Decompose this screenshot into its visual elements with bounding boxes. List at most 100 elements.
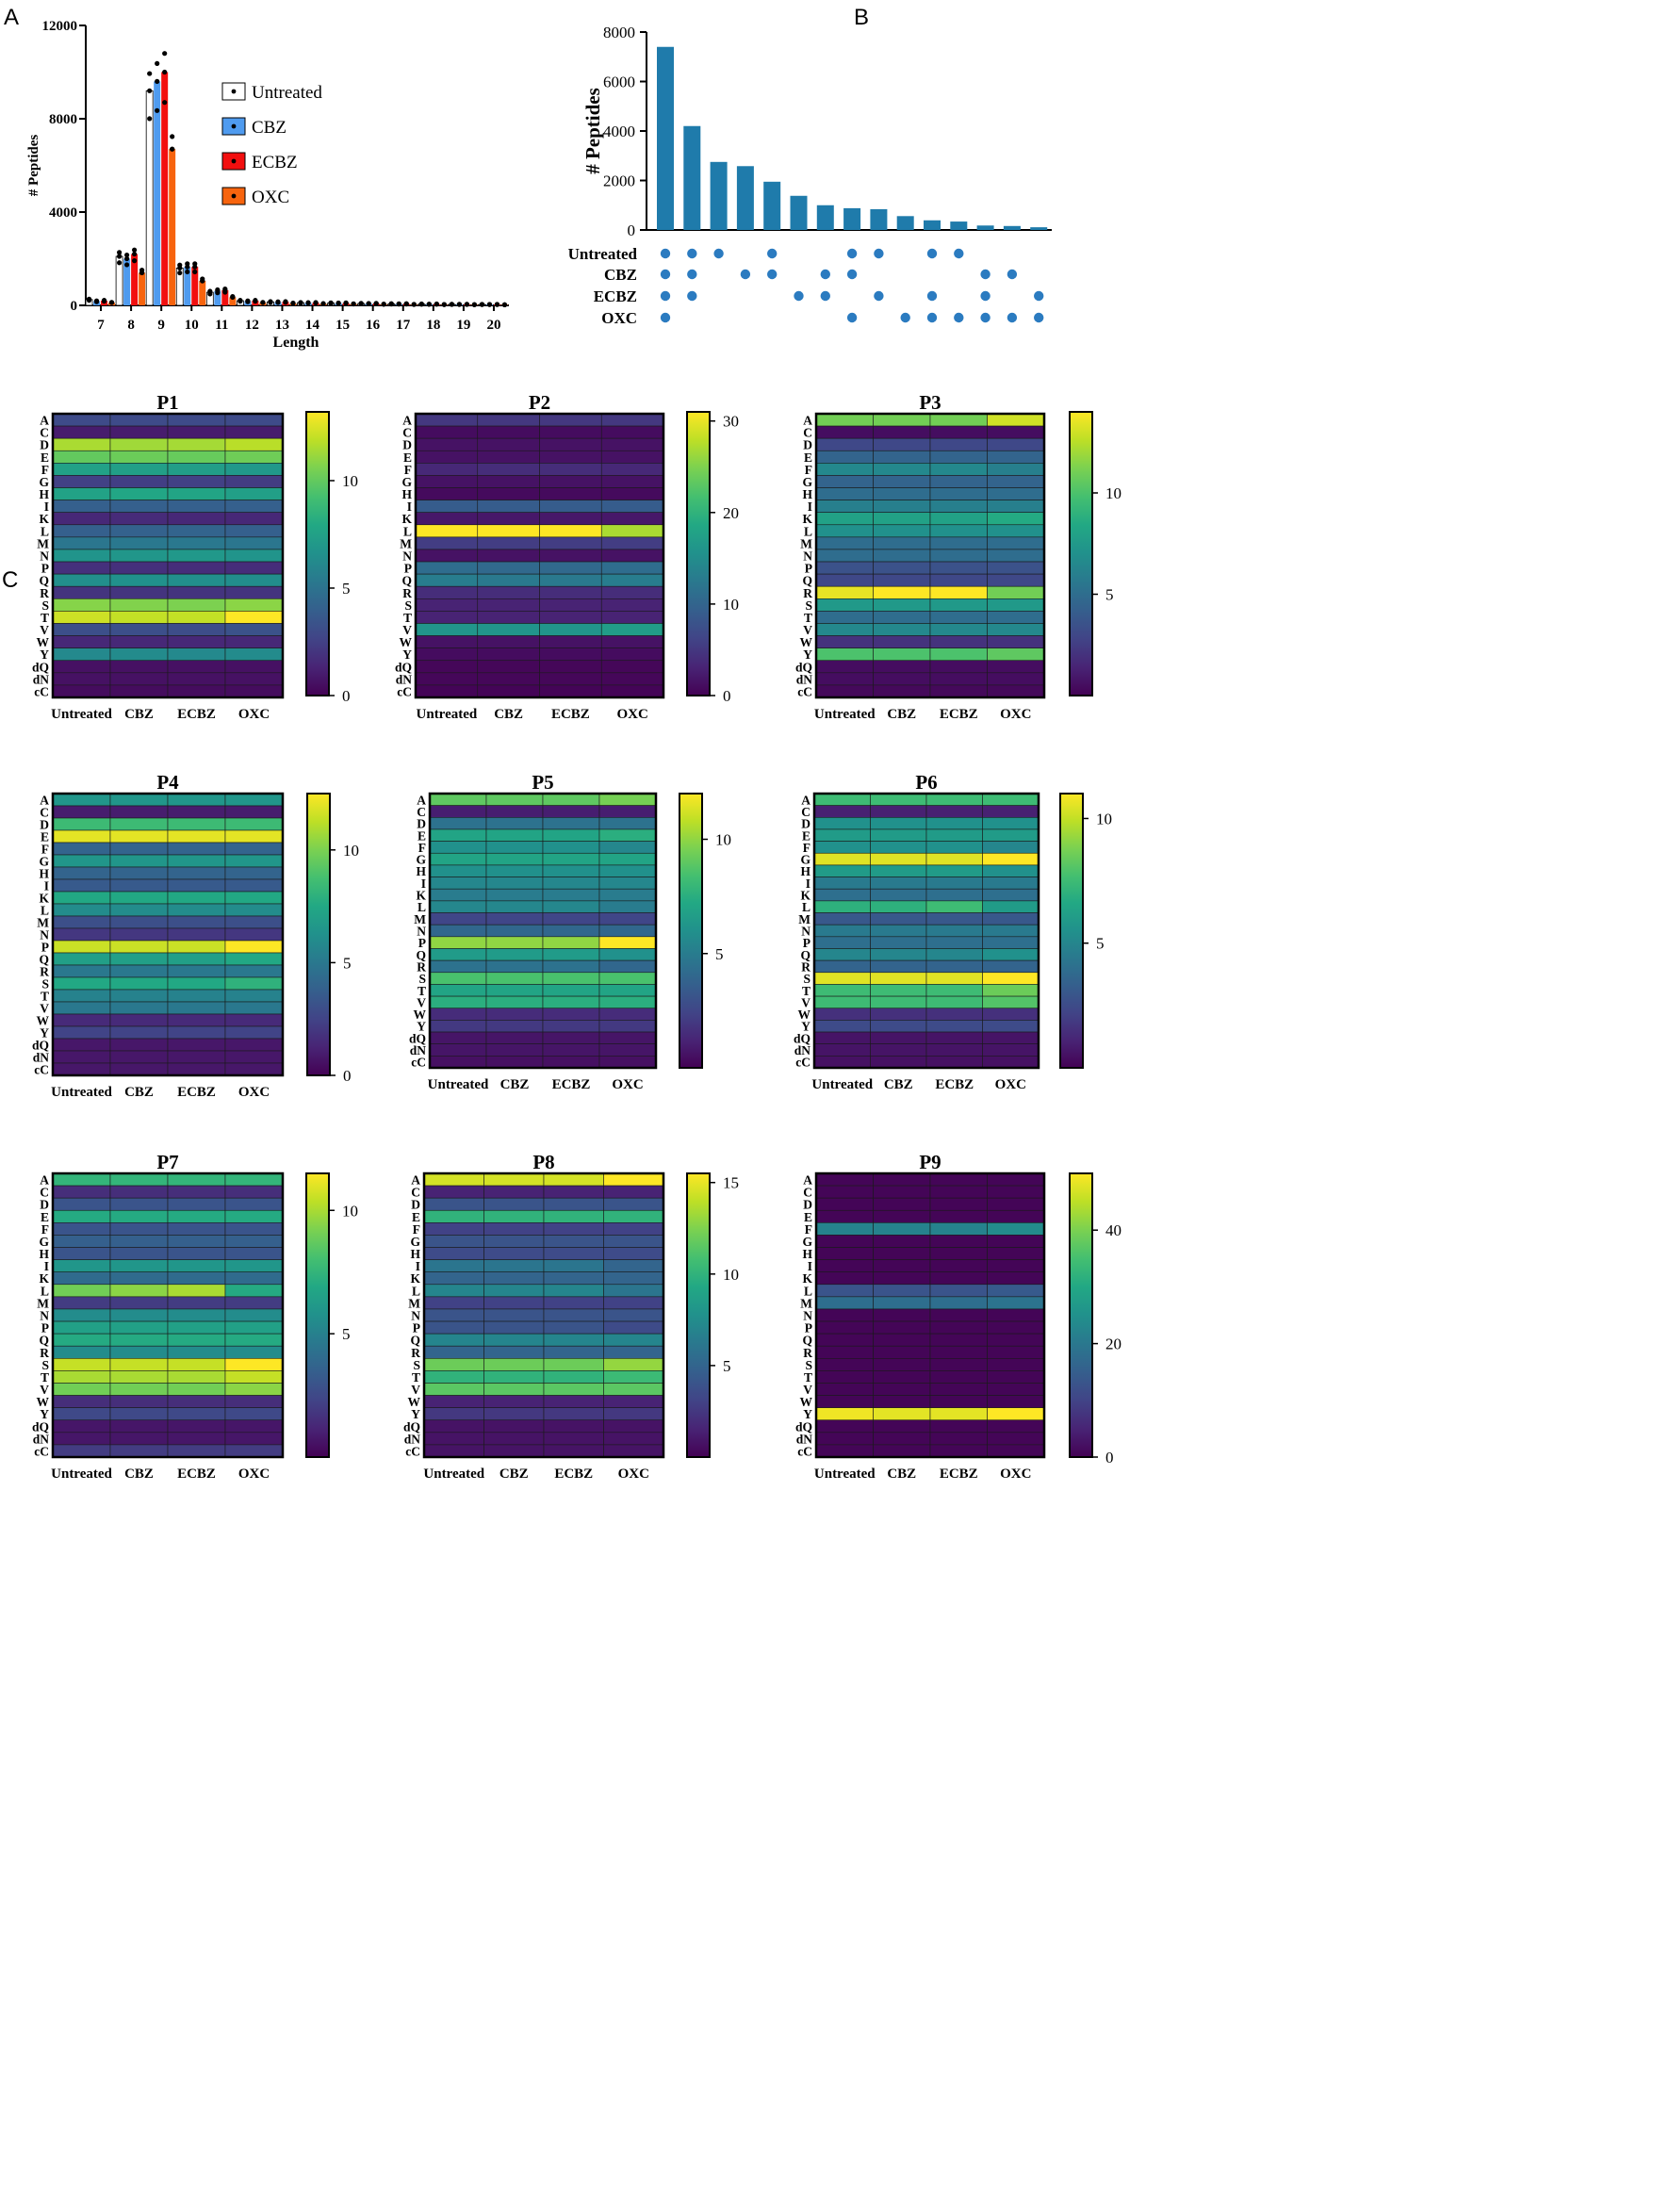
heatmap-cell bbox=[167, 878, 226, 893]
heatmap-cell bbox=[52, 964, 111, 978]
heatmap-cell bbox=[873, 1271, 931, 1286]
data-point bbox=[373, 301, 379, 306]
row-label: H bbox=[802, 487, 812, 501]
heatmap-cell bbox=[52, 549, 111, 563]
row-label: Q bbox=[410, 1334, 420, 1348]
heatmap-cell bbox=[929, 1358, 988, 1371]
colorbar bbox=[686, 411, 711, 696]
row-label: G bbox=[39, 475, 49, 489]
data-point bbox=[101, 298, 107, 303]
heatmap-cell bbox=[815, 1172, 874, 1187]
length-distribution-chart: 0 4000 8000 12000 # Peptides Length 7 8 9 10 11 12 1… bbox=[26, 19, 509, 351]
row-label: W bbox=[37, 1395, 50, 1409]
heatmap-cell bbox=[109, 1395, 169, 1408]
heatmap-cell bbox=[485, 1043, 544, 1057]
heatmap-cell bbox=[224, 475, 284, 488]
heatmap-cell bbox=[477, 512, 540, 526]
row-label: P bbox=[418, 936, 426, 950]
heatmap-cell bbox=[483, 1407, 545, 1421]
row-label: R bbox=[803, 586, 812, 600]
heatmap-cell bbox=[925, 995, 983, 1009]
heatmap-cell bbox=[925, 1056, 983, 1069]
colorbar-tick-label: 30 bbox=[723, 413, 739, 431]
heatmap-cell bbox=[109, 952, 169, 966]
set-label-cbz: CBZ bbox=[604, 266, 637, 284]
heatmap-cell bbox=[598, 959, 657, 974]
intersection-bar-4 bbox=[736, 166, 754, 230]
row-label: P bbox=[41, 941, 49, 955]
row-label: Y bbox=[417, 1020, 426, 1034]
row-label: cC bbox=[411, 1056, 426, 1070]
heatmap-cell bbox=[815, 1271, 874, 1286]
heatmap-cell bbox=[542, 864, 600, 877]
heatmap-cell bbox=[873, 660, 931, 674]
heatmap-cell bbox=[987, 1271, 1045, 1286]
heatmap-cell bbox=[483, 1247, 545, 1260]
heatmap-cell bbox=[600, 561, 664, 575]
heatmap-cell bbox=[987, 1358, 1045, 1371]
legend-dot bbox=[231, 89, 237, 94]
column-label: OXC bbox=[1000, 707, 1031, 722]
heatmap-cell bbox=[600, 623, 664, 636]
heatmap-cell bbox=[870, 972, 927, 985]
bar-ecbz-8 bbox=[131, 254, 139, 305]
column-label: CBZ bbox=[887, 707, 916, 722]
row-label: E bbox=[418, 828, 426, 843]
heatmap-cell bbox=[543, 1383, 604, 1396]
data-point bbox=[207, 289, 213, 295]
colorbar-tick-label: 10 bbox=[723, 596, 739, 614]
heatmap-cell bbox=[429, 805, 487, 818]
heatmap-cell bbox=[485, 995, 544, 1009]
heatmap-cell bbox=[987, 450, 1045, 464]
colorbar-tick-label: 0 bbox=[343, 1067, 352, 1085]
heatmap-cell bbox=[925, 888, 983, 902]
row-label: I bbox=[808, 500, 812, 514]
heatmap-cell bbox=[167, 1432, 226, 1446]
heatmap-cell bbox=[598, 984, 657, 997]
row-label: A bbox=[40, 414, 49, 428]
heatmap-cell bbox=[109, 573, 169, 587]
row-label: M bbox=[414, 912, 426, 926]
heatmap-cell bbox=[167, 915, 226, 929]
heatmap-title: P4 bbox=[156, 771, 179, 794]
row-label: L bbox=[41, 524, 49, 538]
membership-dot bbox=[660, 290, 671, 302]
heatmap-cell bbox=[873, 1358, 931, 1371]
row-label: T bbox=[412, 1370, 420, 1385]
heatmap-cell bbox=[483, 1444, 545, 1458]
heatmap-cell bbox=[815, 585, 874, 599]
colorbar-tick-label: 10 bbox=[1105, 484, 1122, 502]
membership-dot bbox=[954, 248, 964, 259]
column-label: ECBZ bbox=[940, 707, 978, 722]
heatmap-cell bbox=[52, 1419, 111, 1434]
row-label: D bbox=[417, 817, 426, 831]
heatmap-cell bbox=[52, 635, 111, 648]
heatmap-title: P2 bbox=[529, 391, 550, 414]
heatmap-cell bbox=[543, 1259, 604, 1272]
row-label: I bbox=[407, 500, 412, 514]
heatmap-cell bbox=[224, 635, 284, 648]
heatmap-cell bbox=[815, 1320, 874, 1335]
heatmap-cell bbox=[870, 900, 927, 913]
heatmap-cell bbox=[224, 684, 284, 698]
colorbar-tick-label: 20 bbox=[1105, 1335, 1122, 1353]
colorbar-tick-label: 40 bbox=[1105, 1221, 1122, 1239]
heatmap-cell bbox=[109, 989, 169, 1003]
heatmap-cell bbox=[542, 1008, 600, 1021]
membership-dot bbox=[767, 248, 778, 259]
heatmap-cell bbox=[477, 450, 540, 464]
heatmap-frame bbox=[812, 792, 1040, 1070]
data-point bbox=[305, 300, 311, 305]
row-label: L bbox=[418, 900, 426, 914]
heatmap-cell bbox=[815, 1296, 874, 1310]
membership-dot bbox=[660, 312, 671, 323]
row-label: M bbox=[400, 536, 412, 550]
heatmap-cell bbox=[815, 1358, 874, 1371]
heatmap-cell bbox=[815, 549, 874, 563]
heatmap-cell bbox=[224, 1296, 284, 1310]
heatmap-cell bbox=[598, 995, 657, 1009]
heatmap-cell bbox=[815, 1235, 874, 1248]
heatmap-cell bbox=[542, 852, 600, 866]
row-label: H bbox=[39, 487, 49, 501]
intersection-bar-13 bbox=[976, 225, 994, 230]
